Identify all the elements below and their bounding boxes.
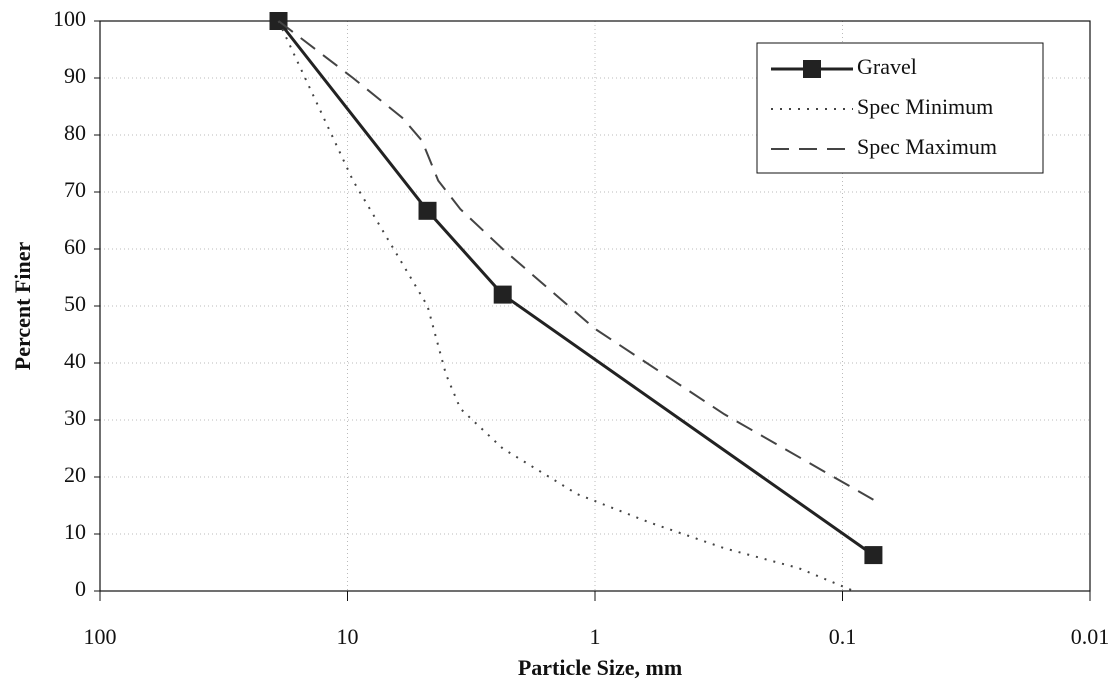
x-axis-title: Particle Size, mm <box>518 655 682 680</box>
y-tick-label: 20 <box>64 462 86 487</box>
legend-label: Spec Maximum <box>857 134 997 159</box>
y-tick-label: 100 <box>53 6 86 31</box>
data-point <box>864 546 883 565</box>
x-tick-label: 10 <box>337 624 359 649</box>
legend-label: Gravel <box>857 54 917 79</box>
data-point <box>493 285 512 304</box>
y-tick-label: 70 <box>64 177 86 202</box>
y-tick-label: 90 <box>64 63 86 88</box>
series-line <box>277 20 874 501</box>
x-tick-label: 100 <box>84 624 117 649</box>
data-point <box>418 201 437 220</box>
y-tick-label: 10 <box>64 519 86 544</box>
y-tick-label: 60 <box>64 234 86 259</box>
x-tick-label: 0.01 <box>1071 624 1110 649</box>
y-tick-label: 40 <box>64 348 86 373</box>
y-tick-label: 50 <box>64 291 86 316</box>
legend-marker <box>803 60 821 78</box>
y-tick-label: 30 <box>64 405 86 430</box>
series-line <box>277 20 875 557</box>
y-axis-title: Percent Finer <box>10 242 35 371</box>
plot-frame <box>99 20 1091 592</box>
x-tick-label: 1 <box>590 624 601 649</box>
legend-label: Spec Minimum <box>857 94 993 119</box>
x-tick-label: 0.1 <box>829 624 857 649</box>
y-tick-label: 0 <box>75 576 86 601</box>
y-tick-label: 80 <box>64 120 86 145</box>
